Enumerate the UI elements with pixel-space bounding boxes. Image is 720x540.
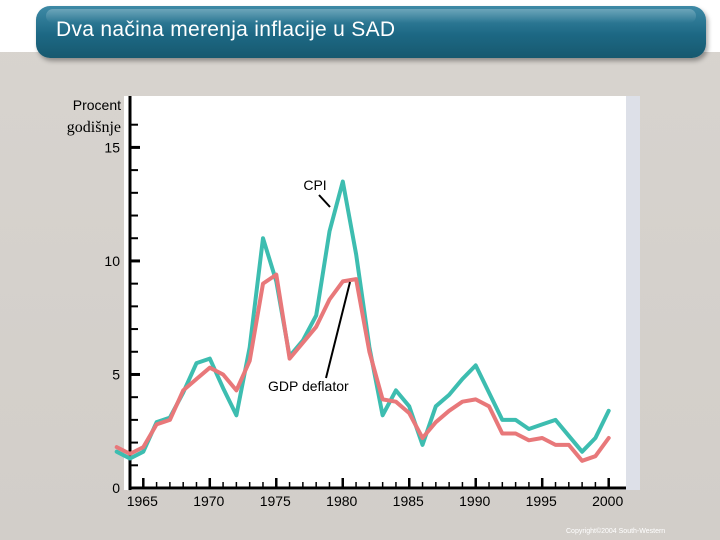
y-tick-label: 5 <box>112 366 120 382</box>
cpi-point <box>128 456 132 461</box>
cpi-point <box>261 236 265 240</box>
title-bar: Dva načina merenja inflacije u SAD <box>36 6 706 58</box>
gdp-deflator-point <box>287 356 292 361</box>
cpi-point <box>115 450 119 454</box>
gdp-deflator-point <box>208 366 212 370</box>
cpi-point <box>593 436 598 440</box>
cpi-point <box>447 393 451 397</box>
gdp-deflator-point <box>593 454 598 458</box>
gdp-deflator-point <box>607 436 611 440</box>
gdp-deflator-point <box>487 404 491 408</box>
cpi-point <box>567 434 571 438</box>
y-axis-label-line1: Procent <box>73 97 121 113</box>
cpi-point <box>381 413 385 417</box>
gdp-deflator-point <box>434 420 438 424</box>
gdp-deflator-annotation: GDP deflator <box>268 378 349 394</box>
cpi-point <box>527 427 531 431</box>
gdp-deflator-point <box>221 372 225 377</box>
gdp-deflator-point <box>540 436 544 440</box>
gdp-deflator-point <box>580 459 584 463</box>
gdp-deflator-point <box>115 445 119 449</box>
cpi-point <box>314 313 318 318</box>
cpi-point <box>208 356 212 361</box>
y-tick-label: 15 <box>104 139 120 155</box>
cpi-point <box>607 409 611 413</box>
cpi-point <box>341 179 345 184</box>
gdp-deflator-series-line <box>114 272 611 463</box>
series-layer <box>114 179 611 463</box>
gdp-deflator-point <box>274 272 278 277</box>
y-axis-label-line2: godišnje <box>67 119 121 136</box>
annotation-layer: CPI GDP deflator <box>268 177 351 394</box>
cpi-point <box>460 377 465 381</box>
plot-background <box>124 96 640 490</box>
cpi-point <box>434 404 438 408</box>
gdp-deflator-point <box>327 297 332 302</box>
cpi-point <box>407 404 411 408</box>
x-tick-label: 1970 <box>193 493 224 509</box>
cpi-point <box>580 450 584 454</box>
plot-right-shade <box>626 96 640 490</box>
cpi-point <box>234 413 238 417</box>
cpi-point <box>394 388 398 392</box>
gdp-deflator-point <box>181 388 185 392</box>
cpi-point <box>553 418 558 422</box>
cpi-point <box>327 229 332 234</box>
gdp-deflator-point <box>460 400 465 404</box>
cpi-point <box>354 252 358 256</box>
x-tick-label: 2000 <box>592 493 623 509</box>
cpi-point <box>141 450 145 454</box>
cpi-point <box>487 391 491 395</box>
gdp-deflator-point <box>234 388 238 392</box>
gdp-deflator-point <box>141 445 145 449</box>
gdp-deflator-point <box>500 431 504 436</box>
gdp-deflator-point <box>394 400 398 404</box>
gdp-deflator-point <box>407 411 411 415</box>
gdp-deflator-point <box>314 325 318 329</box>
x-tick-label: 1965 <box>127 493 158 509</box>
gdp-deflator-point <box>194 377 199 381</box>
y-tick-label: 10 <box>104 253 120 269</box>
gdp-deflator-point <box>420 436 425 440</box>
title-bar-shine <box>46 9 696 23</box>
x-tick-label: 1985 <box>393 493 424 509</box>
y-tick-label: 0 <box>112 480 120 496</box>
gdp-deflator-point <box>527 438 531 442</box>
gdp-deflator-point <box>301 341 305 345</box>
cpi-point <box>500 418 504 422</box>
gdp-deflator-point <box>354 277 358 281</box>
cpi-series-line <box>114 179 611 461</box>
gdp-deflator-point <box>248 359 252 363</box>
gdp-deflator-point <box>553 443 558 447</box>
gdp-deflator-point <box>367 350 371 354</box>
cpi-annotation: CPI <box>303 177 326 193</box>
gdp-deflator-point <box>128 452 132 456</box>
cpi-point <box>194 361 199 365</box>
gdp-deflator-point <box>514 431 518 436</box>
cpi-point <box>420 443 425 447</box>
cpi-point <box>514 418 518 422</box>
x-tick-label: 1975 <box>260 493 291 509</box>
gdp-deflator-point <box>341 279 345 283</box>
tick-marks <box>129 123 610 490</box>
gdp-deflator-point <box>261 282 265 286</box>
x-tick-label: 1995 <box>526 493 557 509</box>
x-tick-label: 1990 <box>459 493 490 509</box>
tick-labels: 0 5 10 15 1965 1970 1975 1980 1985 1990 1995 2000 <box>104 139 623 509</box>
cpi-point <box>221 386 225 390</box>
gdp-deflator-point <box>447 409 451 413</box>
slide-title: Dva načina merenja inflacije u SAD <box>56 18 396 41</box>
gdp-deflator-point <box>381 397 385 402</box>
cpi-pointer-line <box>318 194 331 208</box>
copyright-text: Copyright©2004 South-Western <box>566 528 666 535</box>
gdp-deflator-point <box>168 418 172 422</box>
x-tick-label: 1980 <box>326 493 357 509</box>
gdp-deflator-point <box>474 397 478 402</box>
gdp-deflator-point <box>154 422 159 427</box>
gdp-deflator-point <box>567 443 571 447</box>
gdp-deflator-pointer-line <box>325 281 351 379</box>
cpi-point <box>474 363 478 367</box>
cpi-point <box>540 422 544 427</box>
